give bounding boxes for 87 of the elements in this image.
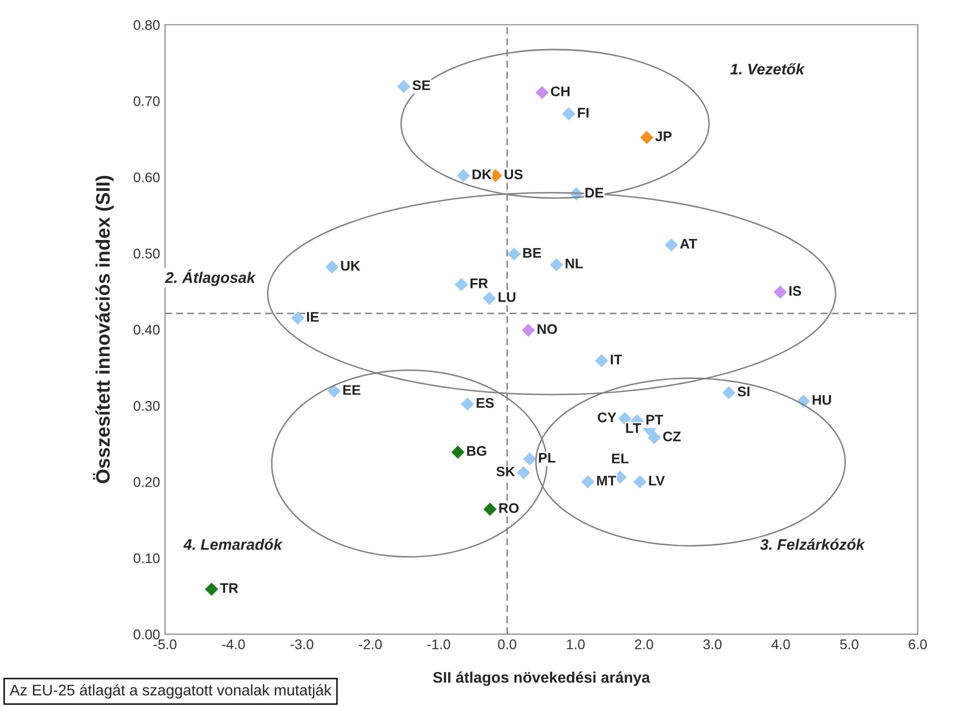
x-tick-label: 6.0 bbox=[908, 639, 927, 650]
point bbox=[535, 86, 549, 100]
x-tick-label: 5.0 bbox=[840, 639, 858, 650]
annotation: CY bbox=[598, 412, 616, 422]
point bbox=[774, 286, 787, 299]
annotation: IS bbox=[789, 286, 802, 296]
point bbox=[482, 292, 496, 305]
point bbox=[456, 168, 470, 182]
point bbox=[454, 278, 468, 292]
annotation: PL bbox=[538, 453, 556, 463]
annotation: CZ bbox=[663, 432, 681, 442]
annotation: TR bbox=[220, 583, 238, 593]
point bbox=[581, 475, 594, 488]
annotation: RO bbox=[499, 503, 519, 513]
point bbox=[722, 386, 736, 400]
y-tick-label: 0.40 bbox=[134, 324, 160, 335]
annotation: PT bbox=[646, 414, 664, 424]
annotation: IT bbox=[610, 354, 622, 364]
x-tick-label: -5.0 bbox=[154, 639, 176, 650]
annotation: DE bbox=[586, 188, 604, 198]
annotation: 4. Lemaradók bbox=[183, 538, 283, 550]
annotation: LV bbox=[649, 476, 665, 486]
x-tick-label: 4.0 bbox=[772, 639, 790, 650]
annotation: SI bbox=[738, 386, 750, 396]
annotation: EE bbox=[343, 385, 360, 395]
annotation: FR bbox=[470, 278, 488, 288]
x-tick-label: -3.0 bbox=[290, 639, 314, 650]
point bbox=[291, 311, 304, 325]
point bbox=[562, 107, 576, 120]
annotation: LU bbox=[498, 292, 516, 302]
x-tick-label: 1.0 bbox=[566, 639, 585, 650]
point bbox=[522, 324, 535, 337]
annotation: AT bbox=[680, 238, 698, 248]
annotation: FI bbox=[578, 108, 588, 118]
annotation: SE bbox=[412, 80, 430, 90]
point bbox=[327, 384, 341, 398]
point bbox=[550, 258, 564, 272]
annotation: BE bbox=[523, 248, 542, 258]
point bbox=[516, 466, 530, 480]
y-tick-label: 0.50 bbox=[134, 248, 160, 258]
annotation: SK bbox=[496, 466, 516, 476]
x-tick-label: 3.0 bbox=[703, 639, 722, 650]
point bbox=[664, 238, 678, 252]
annotation: 3. Felzárkózók bbox=[760, 538, 866, 550]
annotation: 2. Átlagosak bbox=[164, 269, 256, 286]
annotation: EL bbox=[612, 454, 629, 464]
annotation: JP bbox=[655, 132, 672, 142]
x-tick-label: -4.0 bbox=[222, 639, 245, 650]
y-tick-label: 0.20 bbox=[134, 477, 160, 487]
annotation: HU bbox=[812, 395, 831, 405]
x-axis-title: SII átlagos növekedési aránya bbox=[433, 671, 650, 686]
point bbox=[204, 582, 218, 596]
annotation: DK bbox=[472, 170, 492, 180]
point bbox=[325, 260, 339, 274]
y-tick-label: 0.60 bbox=[134, 172, 160, 182]
point bbox=[633, 475, 646, 488]
point bbox=[483, 502, 497, 516]
text: Az EU-25 átlagát a szaggatott vonalak mutatják bbox=[10, 684, 332, 699]
y-axis-title: Összesített innovációs index (SII) bbox=[93, 176, 114, 484]
annotation: NL bbox=[566, 258, 583, 268]
point bbox=[594, 354, 608, 368]
y-tick-label: 0.80 bbox=[134, 20, 160, 30]
annotation: US bbox=[504, 169, 523, 180]
annotation: IE bbox=[307, 312, 319, 322]
y-tick-label: 0.00 bbox=[134, 630, 160, 640]
annotation: UK bbox=[341, 261, 360, 271]
point bbox=[648, 431, 661, 444]
x-tick-label: 0.0 bbox=[498, 639, 516, 650]
annotation: BG bbox=[467, 446, 486, 456]
annotation: CH bbox=[550, 86, 570, 96]
x-tick-label: -2.0 bbox=[358, 639, 382, 650]
annotation: 1. Vezetők bbox=[730, 63, 805, 75]
annotation: ES bbox=[476, 398, 494, 408]
point bbox=[460, 398, 474, 411]
point bbox=[640, 130, 654, 144]
x-tick-label: 2.0 bbox=[635, 639, 654, 650]
point bbox=[523, 452, 536, 466]
point bbox=[397, 80, 410, 94]
y-tick-label: 0.10 bbox=[134, 553, 160, 564]
point bbox=[451, 446, 464, 459]
y-tick-label: 0.70 bbox=[134, 96, 160, 106]
annotation: NO bbox=[538, 324, 557, 334]
point bbox=[507, 247, 521, 261]
x-tick-label: -1.0 bbox=[427, 639, 450, 650]
annotation: MT bbox=[597, 476, 616, 486]
y-tick-label: 0.30 bbox=[134, 400, 160, 411]
annotation: LT bbox=[626, 423, 641, 433]
